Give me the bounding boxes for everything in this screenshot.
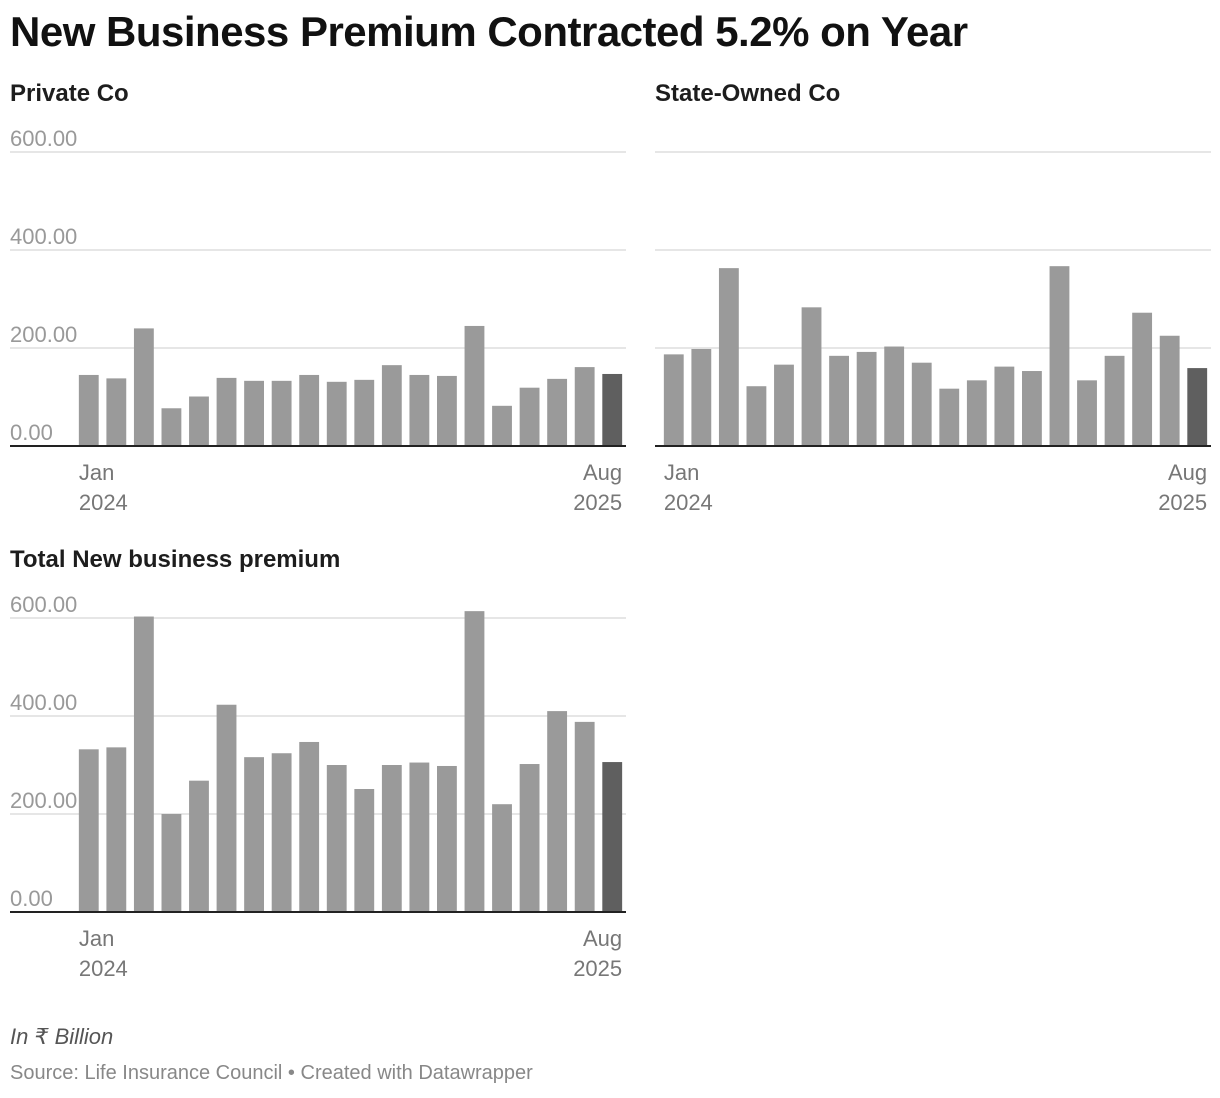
source-line: Source: Life Insurance Council • Created… <box>10 1062 533 1085</box>
y-tick-label: 200.00 <box>10 788 77 813</box>
page-title: New Business Premium Contracted 5.2% on … <box>10 8 968 55</box>
bar-private-co-7 <box>244 380 264 446</box>
bar-total-15 <box>464 611 485 912</box>
y-tick-label: 400.00 <box>10 690 77 715</box>
source-credit: Created with Datawrapper <box>300 1062 533 1084</box>
bar-private-co-14 <box>437 375 457 446</box>
x-label-end-year: 2025 <box>573 490 622 515</box>
y-tick-label: 0.00 <box>10 886 53 911</box>
x-label-start-month: Jan <box>79 460 114 485</box>
bar-state-owned-co-2 <box>691 348 712 446</box>
bar-total-18 <box>547 711 568 912</box>
source-label: Source: Life Insurance Council <box>10 1062 283 1084</box>
bar-state-owned-co-10 <box>911 362 932 446</box>
bar-total-8 <box>271 753 292 912</box>
bar-private-co-15 <box>464 325 485 446</box>
bar-total-1 <box>78 749 99 912</box>
y-tick-label: 200.00 <box>10 322 77 347</box>
bar-total-19 <box>574 721 595 912</box>
bar-state-owned-co-7 <box>829 355 849 446</box>
bar-total-12 <box>381 765 402 912</box>
bar-private-co-8 <box>271 380 292 446</box>
bar-state-owned-co-8 <box>856 351 877 446</box>
bar-state-owned-co-3 <box>718 268 739 446</box>
bar-private-co-6 <box>216 377 237 446</box>
bar-state-owned-co-9 <box>884 346 905 446</box>
panel-title-state-owned-co: State-Owned Co <box>655 80 841 107</box>
bar-state-owned-co-13 <box>994 366 1015 446</box>
bar-state-owned-co-4 <box>746 386 767 446</box>
x-label-start-year: 2024 <box>79 490 128 515</box>
panel-title-private-co: Private Co <box>10 80 129 107</box>
x-label-end-month: Aug <box>583 460 622 485</box>
bar-state-owned-co-14 <box>1022 371 1042 446</box>
bar-private-co-4 <box>161 408 182 446</box>
bar-total-5 <box>189 780 209 912</box>
x-label-start-month: Jan <box>79 926 114 951</box>
bar-private-co-18 <box>547 378 568 446</box>
bar-total-10 <box>326 765 347 912</box>
x-label-start-month: Jan <box>664 460 699 485</box>
bar-private-co-16 <box>492 405 512 446</box>
bar-private-co-19 <box>574 367 595 446</box>
bar-state-owned-co-15 <box>1049 266 1070 446</box>
x-label-end-month: Aug <box>1168 460 1207 485</box>
bar-chart-total: 0.00 200.00 400.00 600.00 Jan 2024 Aug 2025 <box>10 592 626 981</box>
bar-private-co-1 <box>78 374 99 446</box>
bar-private-co-3 <box>133 328 154 446</box>
x-label-end-year: 2025 <box>573 956 622 981</box>
bar-state-owned-co-6 <box>801 307 822 446</box>
bar-state-owned-co-12 <box>966 380 987 446</box>
y-tick-label: 600.00 <box>10 592 77 617</box>
bar-state-owned-co-11 <box>939 388 960 446</box>
bar-private-co-12 <box>381 365 402 446</box>
bar-private-co-13 <box>409 374 430 446</box>
bar-private-co-5 <box>189 396 209 446</box>
bar-private-co-9 <box>299 374 320 446</box>
bar-total-13 <box>409 762 430 912</box>
panel-title-total: Total New business premium <box>10 546 341 573</box>
chart-panel-total: Total New business premium 0.00 200.00 400… <box>10 546 626 986</box>
bar-total-3 <box>133 616 154 912</box>
bar-state-owned-co-17 <box>1104 355 1125 446</box>
bar-private-co-2 <box>106 378 127 446</box>
bar-total-14 <box>437 765 457 912</box>
bar-chart-private-co: 0.00 200.00 400.00 600.00 Jan 2024 Aug 2025 <box>10 126 626 515</box>
bar-total-20 <box>602 762 623 912</box>
bar-private-co-10 <box>326 381 347 446</box>
bar-private-co-17 <box>519 387 540 446</box>
bar-state-owned-co-16 <box>1077 380 1097 446</box>
bar-total-2 <box>106 747 127 912</box>
x-label-end-year: 2025 <box>1158 490 1207 515</box>
x-label-start-year: 2024 <box>79 956 128 981</box>
chart-panel-private-co: Private Co 0.00 200.00 400.00 600.00 Jan 2024… <box>10 80 626 520</box>
bar-state-owned-co-1 <box>663 354 684 446</box>
bar-total-16 <box>492 804 512 912</box>
y-tick-label: 400.00 <box>10 224 77 249</box>
bar-private-co-20 <box>602 373 623 446</box>
x-label-start-year: 2024 <box>664 490 713 515</box>
bar-total-4 <box>161 814 182 912</box>
x-label-end-month: Aug <box>583 926 622 951</box>
unit-note: In ₹ Billion <box>10 1024 114 1049</box>
y-tick-label: 0.00 <box>10 420 53 445</box>
bar-chart-state-owned-co: Jan 2024 Aug 2025 <box>655 151 1211 515</box>
chart-panel-state-owned-co: State-Owned Co Jan 2024 Aug 2025 <box>655 80 1211 520</box>
bar-state-owned-co-5 <box>774 364 794 446</box>
bar-total-6 <box>216 704 237 912</box>
bar-state-owned-co-20 <box>1187 368 1208 446</box>
bar-state-owned-co-19 <box>1159 335 1180 446</box>
y-tick-label: 600.00 <box>10 126 77 151</box>
bar-state-owned-co-18 <box>1132 312 1153 446</box>
bar-private-co-11 <box>354 379 375 446</box>
bar-total-7 <box>244 757 264 912</box>
source-separator: • <box>282 1062 301 1084</box>
bar-total-17 <box>519 764 540 912</box>
bar-total-11 <box>354 789 375 912</box>
bar-total-9 <box>299 741 320 912</box>
